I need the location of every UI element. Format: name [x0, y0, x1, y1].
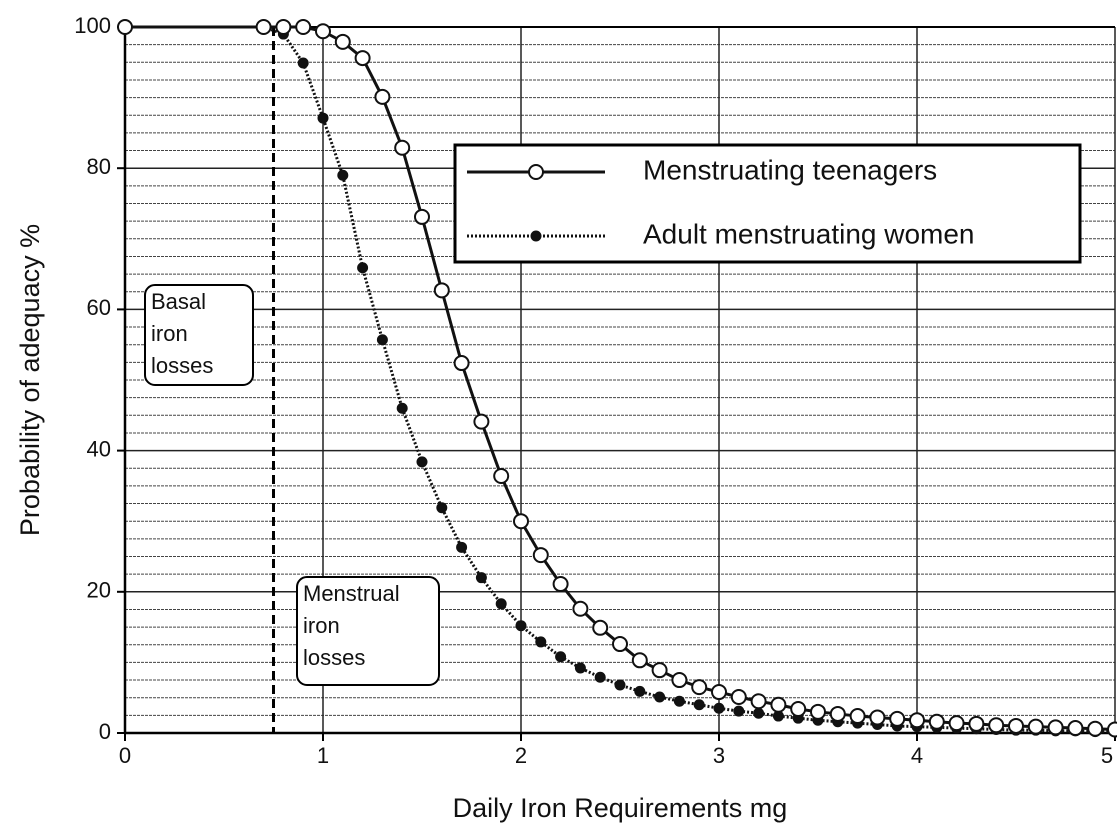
data-point [117, 19, 133, 35]
data-point [394, 139, 411, 156]
data-point [532, 547, 549, 564]
data-point [552, 576, 569, 593]
data-point [396, 402, 408, 414]
data-point [535, 636, 547, 648]
data-point [354, 50, 371, 67]
data-point [594, 671, 606, 683]
data-point [750, 693, 767, 710]
data-point [693, 699, 705, 711]
data-point [317, 112, 329, 124]
data-point [592, 619, 609, 636]
data-point [275, 19, 292, 35]
data-point [475, 572, 487, 584]
y-axis-label: Probability of adequacy % [15, 224, 45, 536]
data-point [493, 468, 510, 485]
data-point [513, 513, 529, 530]
data-point [416, 456, 428, 468]
data-point [829, 705, 846, 722]
data-point [753, 707, 765, 719]
annotation-text: iron [303, 613, 340, 638]
data-point [654, 691, 666, 703]
data-point [376, 334, 388, 346]
data-point [772, 710, 784, 722]
data-point [968, 715, 985, 732]
data-point [473, 413, 490, 430]
x-tick-label: 5 [1101, 743, 1113, 768]
x-tick-label: 4 [911, 743, 923, 768]
data-point [297, 57, 309, 69]
data-point [928, 713, 945, 730]
data-point [337, 169, 349, 181]
annotation-text: losses [303, 645, 365, 670]
data-point [691, 679, 708, 696]
data-point [711, 684, 727, 701]
data-point [790, 700, 807, 717]
series-line [263, 25, 1115, 734]
data-point [1027, 718, 1044, 735]
x-tick-label: 2 [515, 743, 527, 768]
data-point [255, 19, 272, 35]
data-point [869, 709, 886, 726]
data-point [414, 208, 430, 225]
data-point [1067, 720, 1084, 737]
data-point [612, 636, 628, 653]
data-point [453, 355, 470, 372]
legend-label: Adult menstruating women [643, 218, 975, 249]
annotation-text: iron [151, 321, 188, 346]
data-point [673, 695, 685, 707]
data-point [849, 708, 866, 725]
data-point [713, 702, 725, 714]
data-point [315, 23, 331, 40]
data-point [988, 717, 1005, 734]
y-tick-label: 80 [87, 154, 111, 179]
data-point [433, 282, 450, 299]
data-point [572, 600, 589, 617]
data-point [295, 19, 312, 35]
data-point [1087, 720, 1104, 737]
data-point [614, 679, 626, 691]
annotation-text: Basal [151, 289, 206, 314]
annotation-box [296, 576, 440, 686]
x-tick-label: 0 [119, 743, 131, 768]
data-point [730, 688, 747, 705]
data-point [1008, 717, 1024, 734]
annotation-text: Menstrual [303, 581, 400, 606]
annotation-text: losses [151, 353, 213, 378]
x-tick-label: 3 [713, 743, 725, 768]
x-tick-label: 1 [317, 743, 329, 768]
y-tick-label: 20 [87, 578, 111, 603]
data-point [357, 262, 369, 274]
data-point [495, 598, 507, 610]
x-axis-label: Daily Iron Requirements mg [453, 793, 788, 823]
data-point [1047, 719, 1064, 736]
y-tick-label: 100 [74, 13, 111, 38]
data-point [334, 33, 351, 50]
legend-marker [528, 164, 544, 180]
y-tick-label: 0 [99, 719, 111, 744]
data-point [770, 696, 787, 713]
data-point [889, 710, 906, 727]
data-point [436, 502, 448, 514]
data-point [631, 652, 648, 669]
data-point [909, 712, 925, 729]
data-point [456, 541, 468, 553]
data-point [634, 685, 646, 697]
legend-marker [530, 230, 542, 242]
y-tick-label: 60 [87, 295, 111, 320]
legend-box [453, 143, 1082, 264]
data-point [515, 620, 527, 632]
data-point [948, 715, 965, 732]
data-point [733, 705, 745, 717]
data-point [574, 662, 586, 674]
y-tick-label: 40 [87, 436, 111, 461]
legend-label: Menstruating teenagers [643, 154, 937, 185]
data-point [1107, 721, 1117, 738]
annotation-box [144, 284, 254, 386]
data-point [671, 672, 688, 689]
data-point [810, 703, 826, 720]
data-point [555, 651, 567, 663]
data-point [374, 88, 391, 105]
data-point [651, 662, 668, 679]
